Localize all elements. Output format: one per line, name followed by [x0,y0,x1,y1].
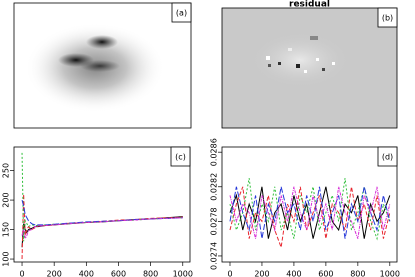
y-tick-label: 100 [2,251,11,266]
x-tick-label: 800 [350,270,365,277]
x-tick-label: 1000 [380,270,400,277]
x-tick-label: 600 [111,270,126,277]
x-tick-label: 200 [254,270,269,277]
panel-frame [221,7,398,129]
x-tick-label: 400 [286,270,301,277]
x-tick-label: 600 [318,270,333,277]
panel-label: (b) [382,14,393,23]
panel-frame [13,2,192,129]
image-a [14,3,191,128]
y-tick-label: 0.0278 [210,207,219,235]
trace-line [229,186,391,239]
panel-label: (c) [175,153,186,162]
trace-line [229,186,391,248]
trace-line [21,199,183,226]
trace-line [21,152,183,242]
panel-label-box [377,146,398,167]
panel-title: residual [289,0,330,10]
panel-label: (a) [176,9,187,18]
y-tick-label: 200 [2,192,11,207]
trace-line [21,217,183,240]
x-tick-label: 800 [143,270,158,277]
x-tick-label: 0 [19,270,24,277]
y-tick-label: 0.0274 [210,242,219,270]
traces [21,152,183,260]
panel-label-box [377,7,398,28]
y-tick-label: 150 [2,222,11,237]
trace-line [229,178,391,241]
image-b [222,8,397,128]
traces [229,178,391,248]
x-tick-label: 400 [79,270,94,277]
x-tick-label: 200 [47,270,62,277]
trace-line [229,186,391,239]
y-tick-label: 0.0286 [210,138,219,166]
panel-label-box [171,2,192,23]
y-tick-label: 0.0282 [210,173,219,201]
panel-label: (d) [382,153,393,162]
x-tick-label: 1000 [173,270,193,277]
x-tick-label: 0 [227,270,232,277]
y-tick-label: 250 [2,163,11,178]
panel-label-box [170,146,191,167]
trace-line [21,194,183,260]
panel-frame [221,146,398,263]
panel-frame [13,146,191,263]
trace-line [229,186,391,239]
